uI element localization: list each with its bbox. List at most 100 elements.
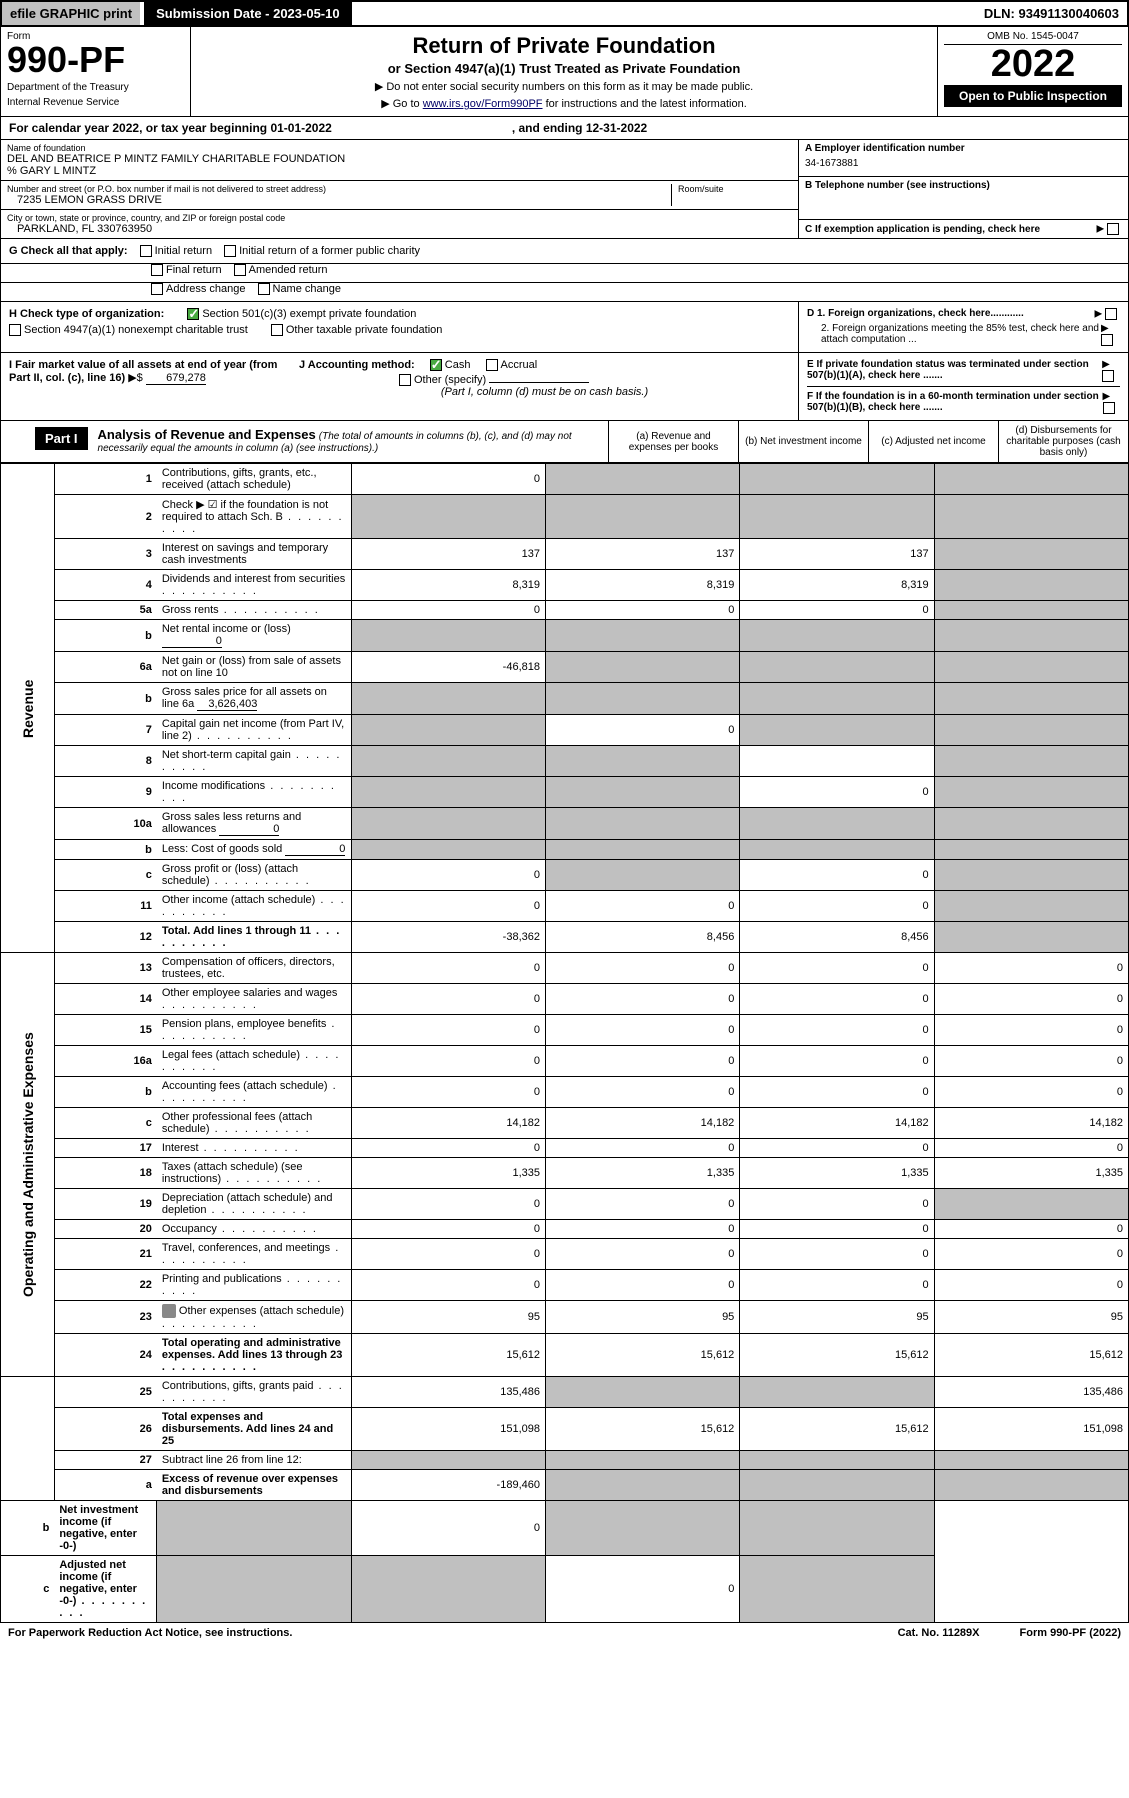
- cell-c: 0: [740, 1270, 934, 1301]
- calendar-row: For calendar year 2022, or tax year begi…: [0, 117, 1129, 140]
- row-num: 9: [54, 777, 157, 808]
- row-num: 13: [54, 953, 157, 984]
- cb-d1[interactable]: [1105, 308, 1117, 320]
- cb-other-tax[interactable]: [271, 324, 283, 336]
- row-desc: Printing and publications: [157, 1270, 351, 1301]
- cell-c: [740, 683, 934, 715]
- cb-d2[interactable]: [1101, 334, 1113, 346]
- row-desc: Interest: [157, 1139, 351, 1158]
- cell-b: [545, 683, 739, 715]
- row-num: b: [1, 1501, 55, 1556]
- ef-box: E If private foundation status was termi…: [798, 353, 1128, 420]
- cell-c: 0: [740, 777, 934, 808]
- submission-date: Submission Date - 2023-05-10: [144, 2, 352, 25]
- cb-f[interactable]: [1103, 402, 1115, 414]
- row-num: 2: [54, 495, 157, 539]
- main-table: Revenue1Contributions, gifts, grants, et…: [0, 463, 1129, 1623]
- cell-d: 0: [934, 1220, 1128, 1239]
- cell-b: [545, 620, 739, 652]
- cb-4947[interactable]: [9, 324, 21, 336]
- c-cell: C If exemption application is pending, c…: [799, 220, 1128, 238]
- cell-b: 8,319: [545, 570, 739, 601]
- cell-d: [934, 652, 1128, 683]
- cb-amended[interactable]: [234, 264, 246, 276]
- cell-d: [934, 746, 1128, 777]
- cell-d: [934, 464, 1128, 495]
- g-row2: Final return Amended return: [0, 264, 1129, 283]
- row-desc: Dividends and interest from securities: [157, 570, 351, 601]
- cb-accrual[interactable]: [486, 359, 498, 371]
- cell-b: 0: [545, 1189, 739, 1220]
- cell-d: 0: [934, 1077, 1128, 1108]
- cb-initial[interactable]: [140, 245, 152, 257]
- cell-b: 0: [545, 953, 739, 984]
- cell-c: [545, 1501, 739, 1556]
- cell-c: [740, 652, 934, 683]
- cb-initial-former[interactable]: [224, 245, 236, 257]
- row-num: 4: [54, 570, 157, 601]
- cell-d: [934, 922, 1128, 953]
- cell-c: 0: [740, 1015, 934, 1046]
- row-desc: Gross profit or (loss) (attach schedule): [157, 860, 351, 891]
- cell-d: [934, 777, 1128, 808]
- cell-b: [545, 1451, 739, 1470]
- cell-b: 15,612: [545, 1334, 739, 1377]
- row-desc: Net rental income or (loss) 0: [157, 620, 351, 652]
- cell-b: 0: [545, 1239, 739, 1270]
- cell-a: -189,460: [351, 1470, 545, 1501]
- efile-label[interactable]: efile GRAPHIC print: [2, 2, 140, 25]
- row-num: 12: [54, 922, 157, 953]
- cell-c: [740, 808, 934, 840]
- cell-a: [351, 808, 545, 840]
- cell-b: 14,182: [545, 1108, 739, 1139]
- checkbox-c[interactable]: [1107, 223, 1119, 235]
- cb-cash[interactable]: [430, 359, 442, 371]
- row-desc: Subtract line 26 from line 12:: [157, 1451, 351, 1470]
- cb-501c3[interactable]: [187, 308, 199, 320]
- cb-other-acct[interactable]: [399, 374, 411, 386]
- cell-c: 0: [740, 953, 934, 984]
- cell-b: [545, 652, 739, 683]
- cell-a: 0: [351, 1077, 545, 1108]
- row-num: 23: [54, 1301, 157, 1334]
- cell-a: 0: [351, 984, 545, 1015]
- col-c: (c) Adjusted net income: [868, 421, 998, 462]
- cell-d: 15,612: [934, 1334, 1128, 1377]
- row-desc: Total expenses and disbursements. Add li…: [157, 1408, 351, 1451]
- cell-a: [351, 495, 545, 539]
- row-desc: Gross sales price for all assets on line…: [157, 683, 351, 715]
- irs-link[interactable]: www.irs.gov/Form990PF: [423, 98, 543, 110]
- cell-a: 0: [351, 953, 545, 984]
- part1-header: Part I Analysis of Revenue and Expenses …: [0, 421, 1129, 463]
- row-num: 25: [54, 1377, 157, 1408]
- cb-e[interactable]: [1102, 370, 1114, 382]
- cell-d: [934, 715, 1128, 746]
- cell-d: [934, 891, 1128, 922]
- cb-final[interactable]: [151, 264, 163, 276]
- row-num: 8: [54, 746, 157, 777]
- cell-a: 0: [351, 601, 545, 620]
- cb-name[interactable]: [258, 283, 270, 295]
- cell-b: 0: [545, 601, 739, 620]
- cell-d: [934, 539, 1128, 570]
- row-desc: Other income (attach schedule): [157, 891, 351, 922]
- cb-address[interactable]: [151, 283, 163, 295]
- cell-d: [934, 620, 1128, 652]
- cell-c: [740, 1470, 934, 1501]
- row-desc: Excess of revenue over expenses and disb…: [157, 1470, 351, 1501]
- row-num: c: [54, 860, 157, 891]
- cell-b: [351, 1556, 545, 1623]
- attachment-icon[interactable]: [162, 1304, 176, 1318]
- row-desc: Adjusted net income (if negative, enter …: [54, 1556, 157, 1623]
- row-desc: Legal fees (attach schedule): [157, 1046, 351, 1077]
- cell-c: 15,612: [740, 1334, 934, 1377]
- ein-cell: A Employer identification number 34-1673…: [799, 140, 1128, 177]
- cell-a: [351, 746, 545, 777]
- name-cell: Name of foundation DEL AND BEATRICE P MI…: [1, 140, 798, 181]
- cell-a: 8,319: [351, 570, 545, 601]
- row-num: 5a: [54, 601, 157, 620]
- row-desc: Less: Cost of goods sold 0: [157, 840, 351, 860]
- row-num: 6a: [54, 652, 157, 683]
- cell-d: [934, 570, 1128, 601]
- row-num: 10a: [54, 808, 157, 840]
